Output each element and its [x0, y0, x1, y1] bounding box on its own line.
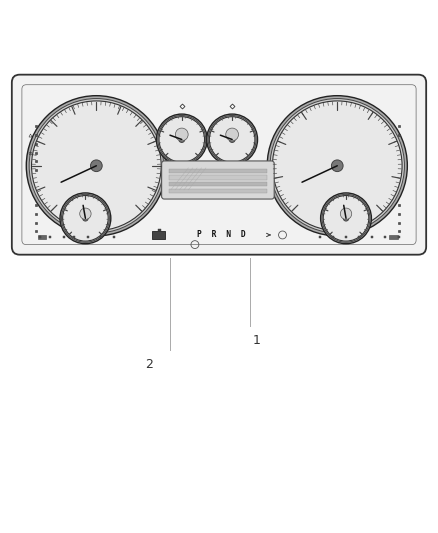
Circle shape: [32, 101, 161, 231]
Circle shape: [83, 215, 88, 221]
Circle shape: [226, 128, 239, 141]
Bar: [169, 182, 267, 187]
Circle shape: [63, 196, 108, 241]
Circle shape: [26, 96, 166, 236]
FancyBboxPatch shape: [162, 161, 274, 199]
Circle shape: [179, 136, 185, 142]
Circle shape: [270, 99, 404, 233]
Bar: [169, 169, 267, 173]
FancyBboxPatch shape: [12, 75, 426, 255]
Circle shape: [321, 193, 371, 244]
Bar: [152, 231, 165, 239]
Circle shape: [208, 116, 256, 164]
Circle shape: [323, 196, 369, 241]
Circle shape: [91, 160, 102, 172]
Circle shape: [322, 195, 370, 243]
Circle shape: [272, 101, 402, 231]
Text: P  R  N  D: P R N D: [197, 230, 246, 239]
Circle shape: [61, 195, 110, 243]
Circle shape: [159, 117, 205, 162]
Bar: [169, 189, 267, 193]
Circle shape: [60, 193, 111, 244]
Bar: [389, 235, 398, 239]
Circle shape: [267, 96, 407, 236]
Bar: [158, 229, 161, 231]
Circle shape: [332, 160, 343, 172]
Text: 1: 1: [253, 334, 261, 348]
Bar: [38, 235, 46, 239]
Circle shape: [29, 99, 163, 233]
Circle shape: [175, 128, 188, 141]
Circle shape: [158, 116, 206, 164]
Circle shape: [209, 117, 255, 162]
Bar: [169, 175, 267, 180]
Circle shape: [343, 215, 349, 221]
Circle shape: [229, 136, 235, 142]
Circle shape: [207, 114, 258, 165]
Circle shape: [340, 208, 352, 220]
Circle shape: [156, 114, 207, 165]
Circle shape: [80, 208, 91, 220]
Text: 2: 2: [145, 359, 153, 372]
